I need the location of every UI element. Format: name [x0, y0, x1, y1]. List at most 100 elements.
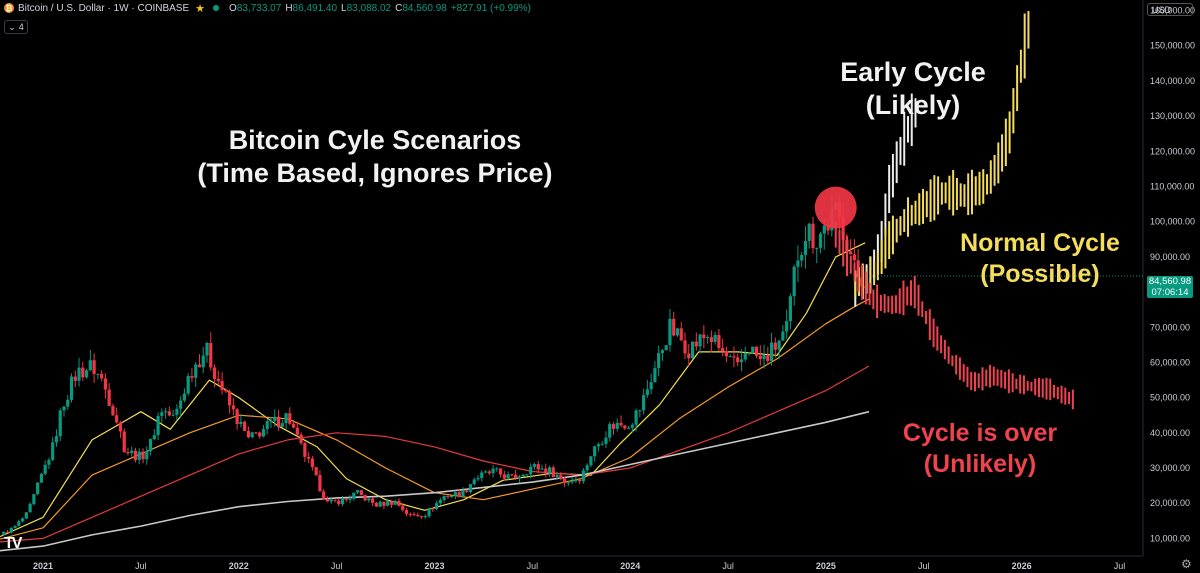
candle-body: [231, 405, 235, 410]
candle-body: [822, 225, 826, 234]
candle-body: [465, 490, 469, 492]
candle-body: [766, 355, 770, 361]
candle-body: [717, 334, 721, 348]
candle-body: [476, 478, 480, 480]
x-tick-label: 2023: [424, 561, 444, 571]
candle-body: [574, 479, 578, 482]
y-tick-label: 70,000.00: [1150, 322, 1190, 332]
candle-body: [642, 395, 646, 411]
candle-body: [160, 412, 164, 416]
candle-body: [502, 474, 506, 479]
y-tick-label: 130,000.00: [1150, 111, 1195, 121]
candle-body: [596, 444, 601, 447]
x-tick-label: Jul: [331, 561, 343, 571]
candle-body: [190, 376, 194, 378]
market-status-icon: [213, 5, 220, 11]
candle-body: [416, 514, 420, 517]
candle-body: [2, 531, 6, 535]
candle-body: [495, 468, 499, 470]
y-tick-label: 90,000.00: [1150, 252, 1190, 262]
candle-body: [20, 518, 25, 522]
y-tick-label: 110,000.00: [1150, 182, 1194, 192]
candle-body: [487, 471, 491, 474]
currency-selector[interactable]: USD: [1147, 3, 1193, 16]
last-price-tag: 84,560.98 07:06:14: [1147, 276, 1193, 298]
candle-body: [404, 510, 409, 514]
candle-body: [438, 499, 442, 504]
candle-body: [777, 340, 781, 350]
normal-cycle-annotation: Normal Cycle (Possible): [945, 228, 1135, 289]
low-label: L: [341, 2, 347, 14]
candle-body: [540, 468, 544, 470]
x-tick-label: 2024: [620, 561, 640, 571]
candle-body: [709, 337, 713, 342]
close-value: 84,560.98: [402, 2, 447, 14]
bar-countdown: 07:06:14: [1151, 287, 1189, 298]
candle-body: [721, 347, 725, 352]
candle-body: [39, 473, 44, 483]
candle-body: [333, 499, 337, 501]
candle-body: [555, 475, 559, 478]
candle-body: [849, 251, 853, 255]
candle-body: [310, 458, 314, 468]
x-tick-label: 2025: [816, 561, 836, 571]
candle-body: [363, 495, 367, 501]
candle-body: [687, 353, 691, 359]
candle-body: [517, 476, 522, 479]
x-tick-label: 2026: [1012, 561, 1032, 571]
candle-body: [461, 490, 465, 497]
candle-body: [626, 427, 631, 429]
candle-body: [506, 474, 510, 479]
moving-average-line: [0, 298, 870, 540]
candle-body: [615, 422, 619, 429]
candle-body: [525, 474, 529, 476]
normal-cycle-line-1: Normal Cycle: [960, 229, 1120, 257]
candle-body: [532, 464, 537, 467]
candle-body: [608, 424, 612, 438]
high-label: H: [285, 2, 293, 14]
early-cycle-annotation: Early Cycle (Likely): [820, 56, 1006, 122]
settings-gear-icon[interactable]: ⚙: [1181, 557, 1192, 571]
candle-body: [314, 467, 318, 475]
open-label: O: [229, 2, 237, 14]
candle-body: [254, 432, 258, 434]
candle-body: [201, 355, 205, 368]
candle-body: [318, 474, 322, 492]
early-cycle-line-1: Early Cycle: [840, 57, 986, 87]
candle-body: [747, 353, 751, 355]
candle-body: [175, 408, 179, 415]
candle-body: [280, 423, 284, 427]
x-tick-label: Jul: [1114, 561, 1126, 571]
candle-body: [675, 328, 680, 336]
candle-body: [307, 456, 311, 459]
x-tick-label: Jul: [918, 561, 930, 571]
symbol-title[interactable]: Bitcoin / U.S. Dollar · 1W · COINBASE: [18, 2, 190, 14]
cycle-top-marker: [814, 186, 857, 229]
candle-body: [374, 502, 378, 507]
candle-body: [724, 351, 729, 357]
candle-body: [706, 337, 710, 339]
favorite-star-icon[interactable]: ★: [195, 2, 206, 15]
candle-body: [544, 468, 548, 474]
candle-body: [754, 346, 759, 356]
candle-body: [186, 376, 190, 394]
open-value: 83,733.07: [236, 2, 282, 14]
candle-body: [137, 451, 141, 460]
candle-body: [141, 451, 145, 460]
y-tick-label: 10,000.00: [1150, 533, 1190, 543]
candle-body: [792, 266, 796, 297]
candle-body: [645, 389, 649, 396]
tradingview-logo[interactable]: TV: [4, 535, 23, 553]
candle-body: [299, 434, 303, 444]
candle-body: [510, 474, 514, 476]
candle-body: [589, 456, 593, 466]
candle-body: [250, 432, 254, 438]
candle-body: [164, 411, 168, 413]
candle-body: [81, 367, 85, 378]
candle-body: [668, 318, 672, 346]
title-line-2: (Time Based, Ignores Price): [197, 157, 553, 188]
candle-body: [329, 499, 333, 502]
indicators-toggle-button[interactable]: ⌄ 4: [4, 20, 28, 34]
candle-body: [28, 503, 32, 513]
